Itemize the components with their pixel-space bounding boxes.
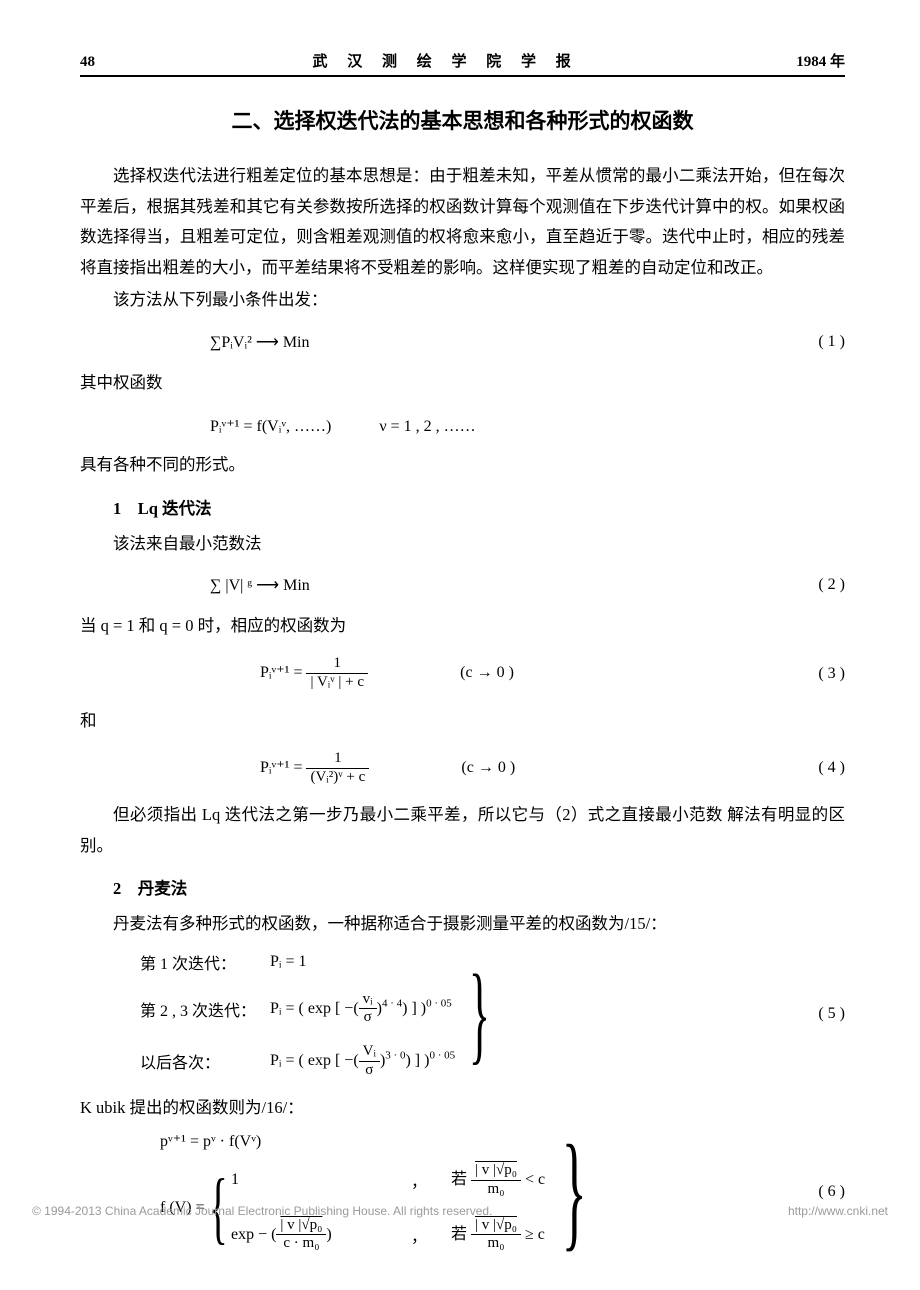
copyright-text: © 1994-2013 China Academic Journal Elect… <box>32 1204 492 1218</box>
paragraph-intro: 选择权迭代法进行粗差定位的基本思想是：由于粗差未知，平差从惯常的最小二乘法开始，… <box>80 161 845 283</box>
eq6-c1-cmp: < c <box>521 1171 545 1188</box>
journal-title: 武 汉 测 绘 学 院 学 报 <box>312 50 578 71</box>
equation-3: Pᵢᵛ⁺¹ = 1 | Vᵢᵛ | + c (c → 0 ) ( 3 ) <box>80 656 845 692</box>
label-various-forms: 具有各种不同的形式。 <box>80 450 845 481</box>
section-title: 二、选择权迭代法的基本思想和各种形式的权函数 <box>80 105 845 135</box>
equation-5-number: ( 5 ) <box>765 1005 845 1023</box>
eq6-c2-num: | v |√p₀ <box>471 1218 521 1236</box>
page-number: 48 <box>80 54 95 71</box>
eq6-c2-pre: exp − ( <box>231 1226 276 1243</box>
footer-url: http://www.cnki.net <box>788 1204 888 1218</box>
paragraph-lq-note: 但必须指出 Lq 迭代法之第一步乃最小二乘平差，所以它与（2）式之直接最小范数 … <box>80 800 845 861</box>
equation-1-number: ( 1 ) <box>765 333 845 351</box>
equation-4-lhs: Pᵢᵛ⁺¹ = <box>260 759 306 776</box>
eq5-l2-num: vᵢ <box>359 992 377 1010</box>
equation-3-num: 1 <box>306 656 368 674</box>
subsection-1-title: 1 Lq 迭代法 <box>113 495 845 519</box>
eq6-c2-inum: | v |√p₀ <box>276 1218 326 1236</box>
paragraph-method-start: 该方法从下列最小条件出发： <box>80 285 845 316</box>
eq6-c2-if: 若 <box>451 1226 471 1243</box>
eq6-c2-den: m₀ <box>471 1235 521 1252</box>
eq6-case1-val: 1 <box>231 1171 411 1189</box>
eq6-c1-sep: ， <box>411 1168 427 1192</box>
eq6-c2-cmp: ≥ c <box>521 1226 545 1243</box>
eq5-l2-den: σ <box>359 1009 377 1026</box>
right-brace-icon-2: } <box>562 1136 587 1247</box>
eq5-line1-label: 第 1 次迭代： <box>140 950 270 974</box>
equation-1: ∑PᵢVᵢ² ⟶ Min ( 1 ) <box>80 324 845 360</box>
equation-4-number: ( 4 ) <box>765 759 845 777</box>
equation-weight-body: Pᵢᵛ⁺¹ = f(Vᵢᵛ, ……) ν = 1 , 2 , …… <box>80 412 845 436</box>
paragraph-danish-intro: 丹麦法有多种形式的权函数，一种据称适合于摄影测量平差的权函数为/15/： <box>80 909 845 940</box>
eq5-l3-exp: 3 · 0 <box>385 1050 405 1062</box>
eq5-line2-label: 第 2 , 3 次迭代： <box>140 997 270 1021</box>
paragraph-kubik: K ubik 提出的权函数则为/16/： <box>80 1093 845 1124</box>
page-header: 48 武 汉 测 绘 学 院 学 报 1984 年 <box>80 50 845 77</box>
eq5-line1-eq: Pᵢ = 1 <box>270 953 307 971</box>
equation-weight-fn: Pᵢᵛ⁺¹ = f(Vᵢᵛ, ……) ν = 1 , 2 , …… <box>80 406 845 442</box>
right-brace-icon: } <box>469 967 490 1061</box>
equation-3-cond: (c → 0 ) <box>432 664 542 682</box>
eq5-line3-label: 以后各次： <box>140 1049 270 1073</box>
eq6-c2-iden: c · m₀ <box>276 1235 326 1252</box>
equation-3-den: | Vᵢᵛ | + c <box>306 674 368 691</box>
eq6-c2-sep: ， <box>411 1223 427 1247</box>
subsection-2-title: 2 丹麦法 <box>113 875 845 899</box>
label-and: 和 <box>80 706 845 737</box>
eq5-l3-den: σ <box>359 1062 380 1079</box>
equation-3-lhs: Pᵢᵛ⁺¹ = <box>260 664 306 681</box>
eq5-l2-oexp: 0 · 05 <box>426 997 452 1009</box>
eq6-c1-if: 若 <box>451 1171 471 1188</box>
eq5-l2-post: ) ] ) <box>402 1000 426 1017</box>
equation-4-den: (Vᵢ²)ᵛ + c <box>306 769 369 786</box>
eq5-line2-pre: Pᵢ = ( exp [ −( <box>270 1000 359 1017</box>
eq5-l3-oexp: 0 · 05 <box>429 1050 455 1062</box>
year-label: 1984 年 <box>796 50 845 71</box>
equation-5: 第 1 次迭代： Pᵢ = 1 第 2 , 3 次迭代： Pᵢ = ( exp … <box>80 950 845 1079</box>
equation-2-number: ( 2 ) <box>765 576 845 594</box>
eq5-l3-post: ) ] ) <box>405 1052 429 1069</box>
eq5-l2-exp: 4 · 4 <box>382 997 402 1009</box>
label-weight-function: 其中权函数 <box>80 368 845 399</box>
equation-4: Pᵢᵛ⁺¹ = 1 (Vᵢ²)ᵛ + c (c → 0 ) ( 4 ) <box>80 750 845 786</box>
eq6-c1-num: | v |√p₀ <box>471 1163 521 1181</box>
eq5-line3-pre: Pᵢ = ( exp [ −( <box>270 1052 359 1069</box>
paragraph-lq-intro: 该法来自最小范数法 <box>80 529 845 560</box>
equation-6-number: ( 6 ) <box>765 1183 845 1201</box>
equation-6: pᵛ⁺¹ = pᵛ · f(Vᵛ) f (V) = { 1 ， 若 | v |√… <box>80 1131 845 1252</box>
eq5-l3-num: Vᵢ <box>359 1044 380 1062</box>
page-footer: © 1994-2013 China Academic Journal Elect… <box>32 1204 888 1218</box>
equation-2-body: ∑ |V| ᵍ ⟶ Min <box>80 575 765 595</box>
equation-3-number: ( 3 ) <box>765 665 845 683</box>
equation-4-cond: (c → 0 ) <box>433 759 543 777</box>
eq6-top: pᵛ⁺¹ = pᵛ · f(Vᵛ) <box>160 1131 545 1151</box>
eq6-c2-post: ) <box>326 1226 331 1243</box>
equation-2: ∑ |V| ᵍ ⟶ Min ( 2 ) <box>80 567 845 603</box>
equation-4-num: 1 <box>306 751 369 769</box>
equation-1-body: ∑PᵢVᵢ² ⟶ Min <box>80 332 765 352</box>
paragraph-q-values: 当 q = 1 和 q = 0 时，相应的权函数为 <box>80 611 845 642</box>
eq6-c1-den: m₀ <box>471 1181 521 1198</box>
